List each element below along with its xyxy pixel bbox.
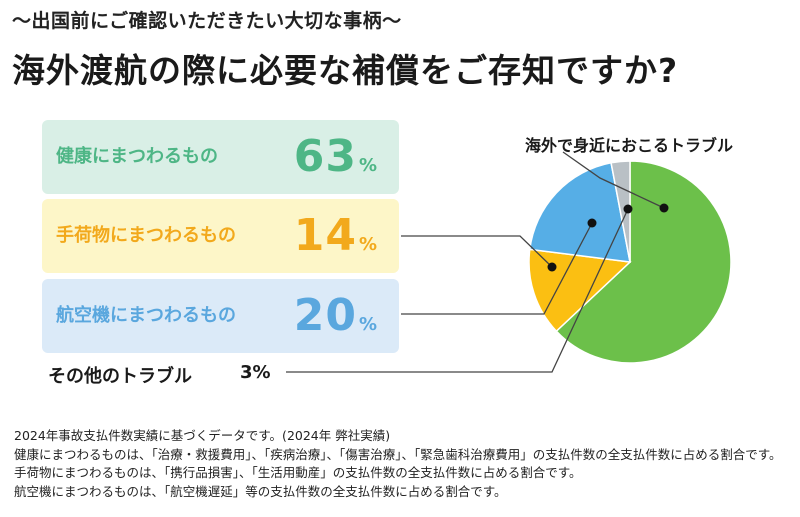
category-label-other: その他のトラブル (48, 366, 192, 387)
pie-slice-health (555, 160, 732, 364)
pie-slice-other (610, 160, 631, 263)
category-percent-baggage: 14% (294, 199, 377, 273)
category-percent-health: 63% (294, 120, 377, 194)
leader-line-aircraft (401, 222, 593, 315)
category-percent-aircraft: 20% (294, 279, 377, 353)
footnote-line: 2024年事故支払件数実績に基づくデータです。(2024年 弊社実績) (14, 428, 391, 443)
footnote-line: 航空機にまつわるものは、「航空機遅延」等の支払件数の全支払件数に占める割合です。 (14, 483, 507, 499)
leader-line-other (286, 208, 629, 373)
percent-value-baggage: 14 (293, 210, 357, 261)
leader-line-aircraft-dot (587, 218, 597, 228)
category-card-health: 健康にまつわるもの 63% (42, 120, 399, 194)
leader-line-health (562, 151, 665, 209)
category-label-baggage: 手荷物にまつわるもの (56, 225, 236, 246)
leader-line-health-dot (659, 203, 669, 213)
category-percent-other: 3% (240, 362, 271, 383)
percent-unit-baggage: % (358, 234, 377, 255)
leader-line-baggage (401, 235, 553, 268)
footnotes: 2024年事故支払件数実績に基づくデータです。(2024年 弊社実績) 健康にま… (14, 427, 782, 501)
percent-value-health: 63 (293, 131, 357, 182)
footnote-line: 手荷物にまつわるものは、「携行品損害」、「生活用動産」の支払件数の全支払件数に占… (14, 465, 582, 480)
pie-title: 海外で身近におこるトラブル (525, 136, 734, 155)
percent-value-aircraft: 20 (293, 290, 357, 341)
leader-line-other-dot (623, 204, 633, 214)
leader-line-baggage-dot (547, 262, 557, 272)
category-card-aircraft: 航空機にまつわるもの 20% (42, 279, 399, 353)
category-label-health: 健康にまつわるもの (56, 146, 218, 167)
footnote-line: 健康にまつわるものは、「治療・救援費用」、「疾病治療」、「傷害治療」、「緊急歯科… (14, 446, 782, 462)
category-card-baggage: 手荷物にまつわるもの 14% (42, 199, 399, 273)
pie-slice-aircraft (528, 161, 631, 263)
percent-unit-aircraft: % (358, 314, 377, 335)
percent-unit-health: % (358, 155, 377, 176)
page-subtitle: 〜出国前にご確認いただきたい大切な事柄〜 (12, 10, 402, 32)
category-label-aircraft: 航空機にまつわるもの (56, 305, 236, 326)
page-title: 海外渡航の際に必要な補償をご存知ですか? (12, 51, 679, 90)
